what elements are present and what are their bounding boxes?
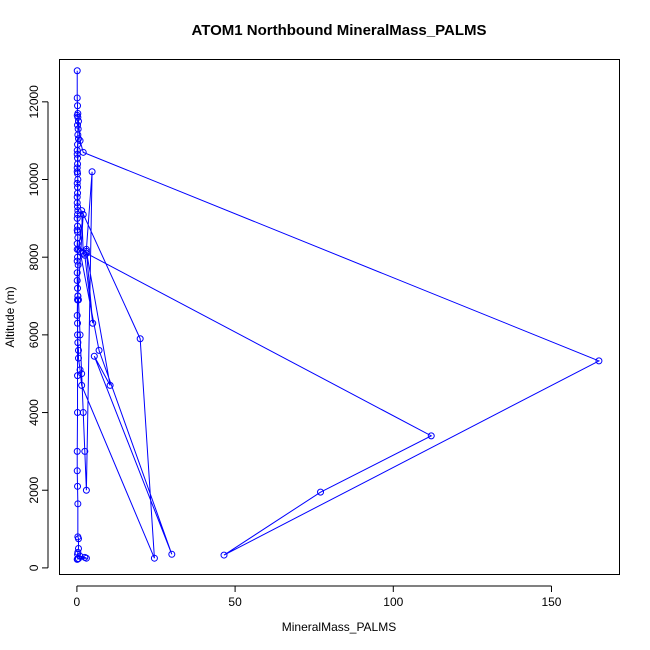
- data-point: [73, 311, 81, 319]
- data-point: [74, 284, 82, 292]
- data-point: [74, 253, 82, 261]
- data-point: [74, 245, 82, 253]
- data-point: [73, 179, 81, 187]
- data-point: [76, 331, 84, 339]
- data-point: [73, 467, 81, 475]
- data-point: [427, 432, 435, 440]
- y-tick-label: 10000: [27, 163, 41, 197]
- data-point: [73, 447, 81, 455]
- data-point: [74, 346, 82, 354]
- data-point: [73, 269, 81, 277]
- data-point: [81, 251, 89, 259]
- data-point: [73, 150, 81, 158]
- data-point: [73, 276, 81, 284]
- data-point: [82, 486, 90, 494]
- data-point: [74, 372, 82, 380]
- data-point: [73, 214, 81, 222]
- data-point: [73, 555, 81, 563]
- data-point: [74, 319, 82, 327]
- y-tick-label: 0: [27, 564, 41, 571]
- y-tick-label: 6000: [27, 321, 41, 348]
- data-point: [88, 168, 96, 176]
- series-line: [76, 70, 601, 560]
- data-point: [74, 160, 82, 168]
- x-tick-label: 0: [74, 595, 81, 609]
- data-point: [74, 189, 82, 197]
- data-point: [74, 339, 82, 347]
- data-point: [74, 109, 82, 117]
- data-point: [73, 199, 81, 207]
- y-tick-label: 4000: [27, 399, 41, 426]
- data-point: [74, 409, 82, 417]
- data-point: [74, 121, 82, 129]
- data-point: [74, 354, 82, 362]
- data-point: [79, 148, 87, 156]
- data-point: [73, 146, 81, 154]
- data-point: [106, 381, 114, 389]
- data-point: [79, 210, 87, 218]
- data-point: [76, 366, 84, 374]
- data-point: [317, 488, 325, 496]
- data-point: [76, 137, 84, 145]
- data-point: [74, 296, 82, 304]
- data-point: [74, 331, 82, 339]
- data-point: [74, 261, 82, 269]
- data-point: [220, 551, 228, 559]
- plot-frame: [59, 59, 620, 575]
- data-point: [78, 381, 86, 389]
- data-series: [76, 70, 601, 560]
- data-point: [168, 550, 176, 558]
- data-point: [74, 113, 82, 121]
- data-point: [74, 203, 82, 211]
- x-axis-label: MineralMass_PALMS: [282, 620, 396, 634]
- data-point: [595, 357, 603, 365]
- y-axis-label: Altitude (m): [3, 286, 17, 347]
- data-point: [74, 207, 82, 215]
- y-tick-label: 8000: [27, 244, 41, 271]
- x-tick-label: 50: [228, 595, 242, 609]
- data-point: [73, 67, 81, 75]
- data-point: [90, 352, 98, 360]
- data-point: [82, 247, 90, 255]
- x-axis: 0 50 100 150: [74, 585, 562, 609]
- data-point: [89, 319, 97, 327]
- data-point: [95, 346, 103, 354]
- data-point: [136, 335, 144, 343]
- data-point: [74, 117, 82, 125]
- y-tick-label: 12000: [27, 85, 41, 119]
- data-point: [74, 535, 82, 543]
- data-point: [73, 94, 81, 102]
- data-point: [74, 482, 82, 490]
- data-point: [82, 554, 90, 562]
- data-point: [74, 500, 82, 508]
- chart-title: ATOM1 Northbound MineralMass_PALMS: [191, 22, 486, 39]
- x-tick-label: 100: [383, 595, 403, 609]
- data-point: [78, 207, 86, 215]
- data-point: [74, 292, 82, 300]
- data-point: [78, 370, 86, 378]
- data-point: [81, 447, 89, 455]
- data-point: [73, 257, 81, 265]
- x-tick-label: 150: [541, 595, 561, 609]
- data-point: [74, 102, 82, 110]
- data-point: [74, 131, 82, 139]
- data-point: [150, 554, 158, 562]
- y-tick-label: 2000: [27, 477, 41, 504]
- y-axis: 0 2000 4000 6000 8000 10000 12000: [27, 85, 49, 571]
- data-points: [73, 67, 603, 563]
- data-point: [74, 176, 82, 184]
- data-point: [82, 249, 90, 257]
